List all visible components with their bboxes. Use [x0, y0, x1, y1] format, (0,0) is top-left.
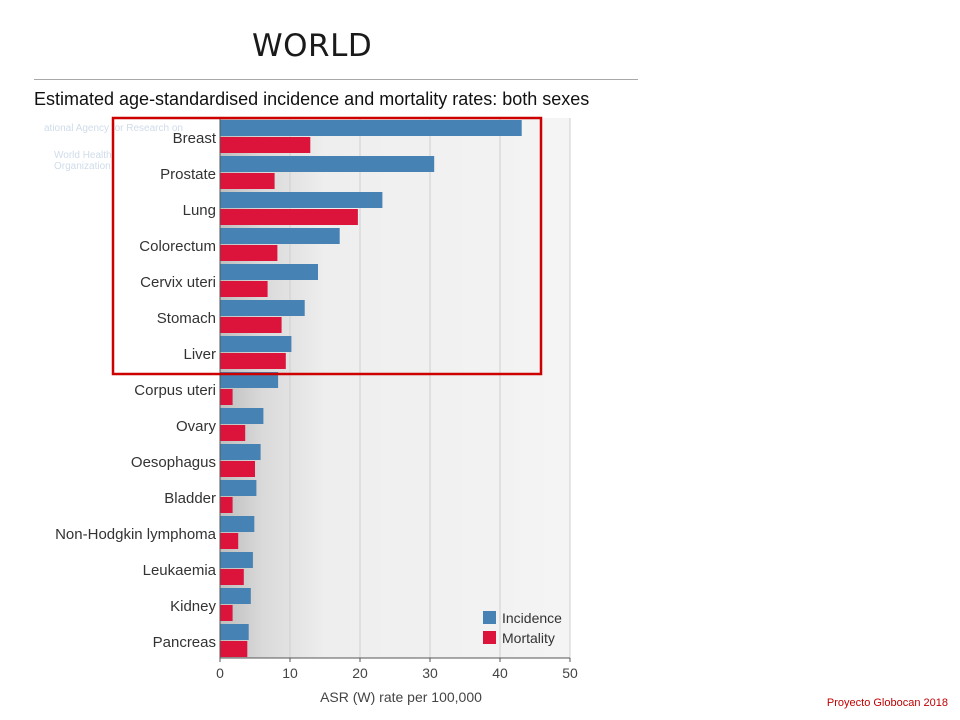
bars: [220, 120, 522, 657]
bar-incidence: [220, 372, 279, 388]
slide-title: WORLD: [252, 28, 373, 64]
category-label: Pancreas: [153, 634, 216, 651]
bar-incidence: [220, 300, 305, 316]
bar-mortality: [220, 209, 358, 225]
bar-incidence: [220, 192, 383, 208]
category-label: Cervix uteri: [140, 274, 216, 291]
x-tick-label: 0: [216, 665, 224, 681]
highlight-box: [111, 116, 543, 376]
bar-incidence: [220, 336, 292, 352]
bar-mortality: [220, 173, 275, 189]
x-tick-label: 50: [562, 665, 578, 681]
category-labels: Breast Prostate Lung Colorectum Cervix uteri…: [55, 130, 217, 651]
x-axis-title: ASR (W) rate per 100,000: [320, 689, 482, 705]
x-tick-label: 20: [352, 665, 368, 681]
bar-incidence: [220, 120, 522, 136]
category-label: Corpus uteri: [134, 382, 216, 399]
legend-swatch-mortality: [483, 631, 496, 644]
bar-incidence: [220, 444, 261, 460]
bar-mortality: [220, 425, 246, 441]
bar-incidence: [220, 624, 249, 640]
category-label: Bladder: [164, 490, 216, 507]
bar-mortality: [220, 389, 233, 405]
bar-mortality: [220, 353, 286, 369]
category-label: Colorectum: [139, 238, 216, 255]
bar-mortality: [220, 497, 233, 513]
x-tick-label: 10: [282, 665, 298, 681]
bar-mortality: [220, 569, 244, 585]
category-label: Oesophagus: [131, 454, 216, 471]
category-label: Ovary: [176, 418, 217, 435]
category-label: Prostate: [160, 166, 216, 183]
legend-label: Incidence: [502, 610, 562, 626]
bar-mortality: [220, 461, 255, 477]
category-label: Leukaemia: [143, 562, 217, 579]
x-axis: 0 10 20 30 40 50: [216, 118, 578, 681]
bar-incidence: [220, 552, 253, 568]
x-tick-label: 30: [422, 665, 438, 681]
category-label: Non-Hodgkin lymphoma: [55, 526, 217, 543]
bar-incidence: [220, 264, 318, 280]
category-label: Stomach: [157, 310, 216, 327]
bar-mortality: [220, 533, 239, 549]
bar-incidence: [220, 228, 340, 244]
legend-label: Mortality: [502, 630, 555, 646]
bar-incidence: [220, 588, 251, 604]
bar-incidence: [220, 408, 264, 424]
bar-mortality: [220, 641, 248, 657]
bar-mortality: [220, 317, 282, 333]
bar-incidence: [220, 480, 257, 496]
category-label: Lung: [183, 202, 216, 219]
bar-mortality: [220, 137, 311, 153]
legend: Incidence Mortality: [483, 610, 562, 646]
category-label: Kidney: [170, 598, 216, 615]
footer-credit: Proyecto Globocan 2018: [826, 697, 948, 709]
legend-swatch-incidence: [483, 611, 496, 624]
watermark-text: World Health: [54, 150, 112, 161]
bar-mortality: [220, 281, 268, 297]
bar-mortality: [220, 605, 233, 621]
bar-incidence: [220, 516, 255, 532]
title-divider: [34, 79, 638, 80]
chart-title: Estimated age-standardised incidence and…: [34, 89, 590, 109]
bar-incidence: [220, 156, 435, 172]
category-label: Breast: [173, 130, 217, 147]
category-label: Liver: [183, 346, 216, 363]
watermark-text: Organization: [54, 161, 111, 172]
bar-mortality: [220, 245, 278, 261]
x-tick-label: 40: [492, 665, 508, 681]
